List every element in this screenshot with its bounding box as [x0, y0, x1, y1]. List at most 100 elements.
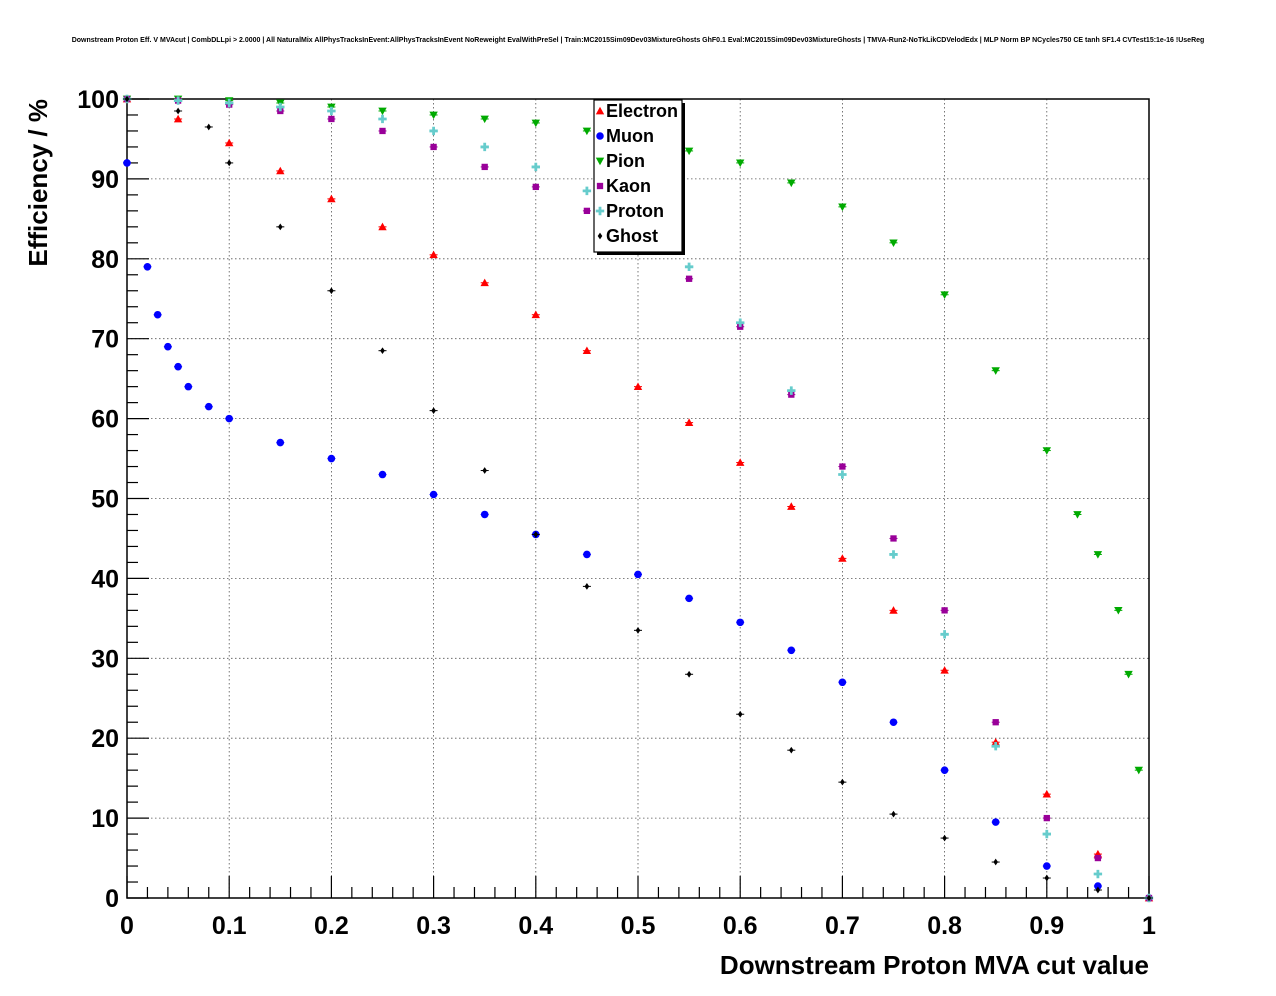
y-tick-label: 50 [91, 486, 119, 514]
x-tick-label: 0.5 [621, 912, 656, 940]
data-point [1073, 511, 1082, 519]
data-point [890, 535, 897, 542]
data-point [840, 778, 845, 786]
data-point [1044, 874, 1050, 882]
data-point [175, 107, 181, 115]
data-point [379, 127, 386, 135]
data-point [531, 119, 540, 128]
y-axis-label: Efficiency / % [23, 99, 53, 267]
x-tick-label: 0.7 [825, 912, 860, 940]
data-point [838, 678, 847, 687]
series-muon [123, 159, 1153, 902]
data-point [327, 106, 336, 116]
data-point [685, 275, 693, 282]
y-tick-label: 30 [91, 645, 119, 673]
data-point [225, 414, 233, 423]
legend-entry-label: Proton [606, 201, 664, 221]
data-point [173, 96, 183, 105]
data-point [429, 490, 438, 499]
data-point [184, 382, 193, 391]
data-point [788, 746, 794, 754]
data-point [684, 262, 694, 271]
legend-entry-label: Pion [606, 151, 645, 171]
y-tick-label: 60 [91, 406, 119, 434]
axis-ticks [126, 98, 1150, 899]
data-point [582, 127, 592, 136]
data-point [634, 570, 642, 579]
data-point [123, 159, 131, 167]
data-point [787, 502, 796, 510]
series-proton [122, 94, 1154, 903]
y-axis-tick-labels: 0 10 20 30 40 50 60 70 80 90 100 [77, 86, 119, 913]
data-point [277, 223, 283, 231]
y-tick-label: 10 [91, 805, 119, 833]
legend-entry-label: Kaon [606, 176, 651, 196]
data-point [839, 463, 846, 470]
y-tick-label: 100 [77, 86, 119, 114]
legend-marker [595, 106, 605, 115]
data-point [737, 710, 743, 718]
x-tick-label: 0.6 [723, 912, 758, 940]
data-point [736, 318, 745, 327]
data-point [480, 142, 489, 152]
data-point [173, 114, 183, 123]
data-point [889, 606, 898, 614]
data-point [1124, 670, 1133, 679]
data-point [1042, 829, 1052, 839]
y-tick-label: 20 [91, 725, 119, 753]
data-point [225, 98, 234, 108]
data-point [584, 583, 590, 590]
data-point [889, 239, 898, 248]
data-point [1042, 447, 1051, 455]
data-point [1043, 862, 1051, 870]
data-point [429, 126, 438, 136]
data-point [736, 458, 745, 466]
chart-title: Downstream Proton Eff. V MVAcut | CombDL… [72, 37, 1205, 44]
data-point [583, 207, 591, 215]
data-point [1095, 886, 1101, 894]
legend-marker [595, 157, 605, 166]
data-point [532, 183, 539, 191]
data-point [329, 287, 334, 295]
data-point [942, 834, 947, 842]
data-point [225, 138, 234, 147]
data-point [736, 618, 744, 627]
data-point [226, 159, 232, 167]
data-point [991, 818, 1000, 826]
data-point [1114, 607, 1123, 615]
data-point [153, 310, 162, 319]
data-point [838, 470, 847, 479]
data-point [736, 159, 745, 168]
data-point [684, 147, 694, 156]
data-point [276, 438, 285, 447]
data-point [482, 467, 488, 474]
data-point [328, 115, 335, 123]
data-point [480, 278, 489, 287]
y-tick-label: 90 [91, 166, 119, 194]
data-point [635, 626, 641, 634]
legend-marker [595, 206, 605, 216]
data-point [480, 510, 489, 519]
data-point [327, 454, 336, 463]
data-point [1093, 551, 1103, 559]
data-point [583, 550, 591, 559]
x-tick-label: 0.9 [1029, 912, 1064, 940]
data-point [380, 347, 385, 355]
x-tick-label: 0 [120, 912, 134, 940]
data-point [1093, 869, 1103, 879]
data-point [481, 163, 488, 171]
data-point [378, 107, 387, 116]
data-point [378, 222, 387, 231]
y-tick-label: 70 [91, 326, 119, 354]
data-point [940, 766, 949, 774]
data-point [124, 95, 130, 103]
legend-marker [597, 232, 603, 240]
data-point [787, 179, 796, 188]
legend: Electron Muon Pion Kaon Proton Ghost [593, 99, 685, 255]
x-tick-label: 0.8 [927, 912, 962, 940]
data-point [787, 386, 796, 395]
data-point [276, 166, 285, 175]
data-point [633, 382, 643, 390]
data-point [941, 607, 948, 614]
